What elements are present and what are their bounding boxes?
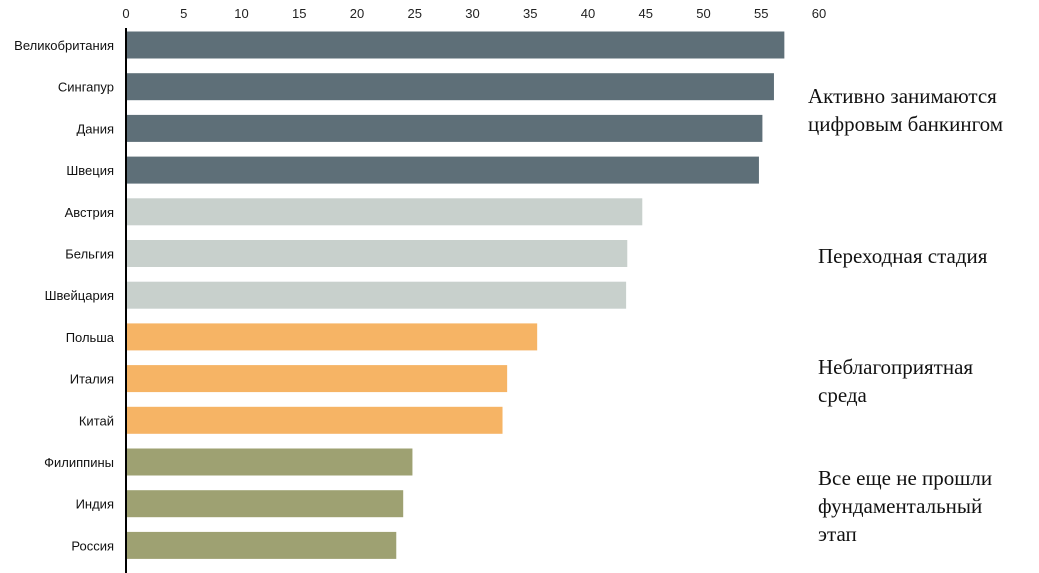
x-tick-label: 0 <box>122 6 129 21</box>
x-tick-label: 50 <box>696 6 710 21</box>
category-label: Италия <box>70 372 114 387</box>
bar <box>126 240 628 267</box>
bar <box>126 114 763 142</box>
group-label: Переходная стадия <box>818 242 987 270</box>
group-label-line: этап <box>818 521 857 546</box>
category-label: Швеция <box>66 163 114 178</box>
x-tick-label: 25 <box>408 6 422 21</box>
group-label: Неблагоприятная среда <box>818 353 973 409</box>
x-tick-label: 60 <box>812 6 826 21</box>
bar <box>126 406 503 434</box>
bar <box>126 490 404 518</box>
group-label-line: фундаментальный <box>818 493 983 518</box>
category-label: Польша <box>66 330 115 345</box>
x-tick-label: 10 <box>234 6 248 21</box>
x-tick-label: 30 <box>465 6 479 21</box>
group-label-line: Активно занимаются <box>808 83 997 108</box>
bar <box>126 448 413 476</box>
group-label-line: Неблагоприятная <box>818 354 974 379</box>
category-label: Бельгия <box>65 247 114 262</box>
group-label-line: Все еще не прошли <box>818 465 993 490</box>
group-label: Активно занимаются цифровым банкингом <box>808 82 1003 138</box>
category-label: Дания <box>76 121 114 136</box>
category-label: Великобритания <box>14 38 114 53</box>
category-label: Россия <box>71 538 114 553</box>
category-label: Швейцария <box>45 288 114 303</box>
x-tick-label: 55 <box>754 6 768 21</box>
bar <box>126 323 538 351</box>
group-label-line: среда <box>818 382 867 407</box>
bar <box>126 281 627 309</box>
x-tick-label: 5 <box>180 6 187 21</box>
bar <box>126 31 785 59</box>
x-tick-label: 45 <box>639 6 653 21</box>
bar <box>126 531 397 559</box>
category-label: Сингапур <box>58 80 114 95</box>
x-tick-label: 15 <box>292 6 306 21</box>
category-label: Австрия <box>65 205 114 220</box>
bar <box>126 73 774 101</box>
category-label: Филиппины <box>44 455 114 470</box>
category-label: Индия <box>76 497 114 512</box>
x-tick-label: 20 <box>350 6 364 21</box>
group-label-line: цифровым банкингом <box>808 111 1004 136</box>
group-label: Все еще не прошли фундаментальный этап <box>818 464 992 548</box>
category-label: Китай <box>79 413 114 428</box>
bar <box>126 198 643 226</box>
x-tick-label: 35 <box>523 6 537 21</box>
group-label-line: Переходная стадия <box>818 243 988 268</box>
bar <box>126 365 508 393</box>
x-tick-label: 40 <box>581 6 595 21</box>
bar <box>126 156 759 184</box>
